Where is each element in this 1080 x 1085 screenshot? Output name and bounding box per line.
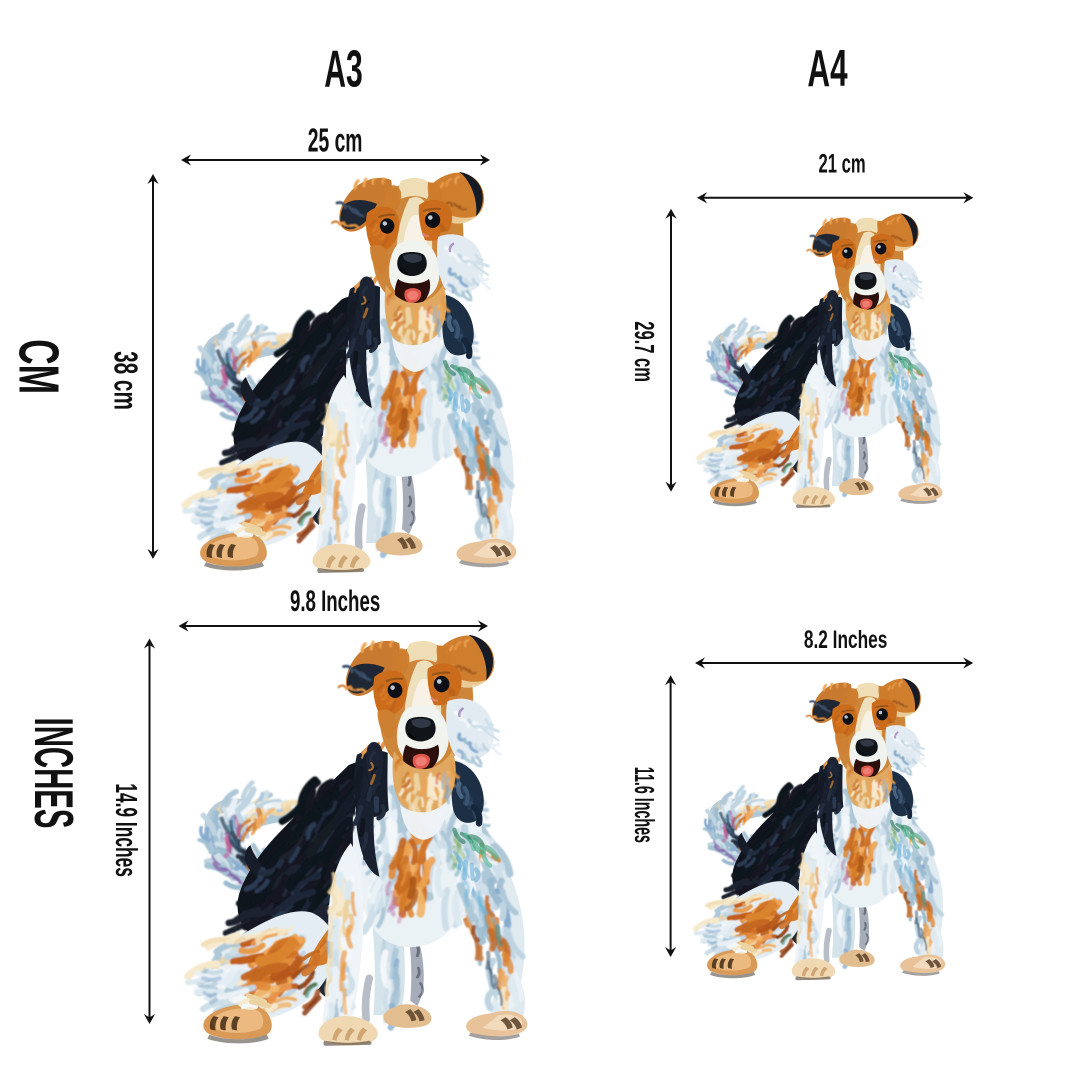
svg-text:8.2 Inches: 8.2 Inches <box>804 626 887 654</box>
svg-text:11.6 Inches: 11.6 Inches <box>629 767 660 843</box>
svg-text:9.8 Inches: 9.8 Inches <box>290 585 380 619</box>
svg-text:21 cm: 21 cm <box>819 149 866 179</box>
svg-text:A4: A4 <box>807 40 847 98</box>
svg-text:CM: CM <box>6 339 70 394</box>
svg-text:14.9 Inches: 14.9 Inches <box>109 783 144 877</box>
svg-text:29.7 cm: 29.7 cm <box>629 321 661 382</box>
svg-text:38 cm: 38 cm <box>107 351 144 410</box>
svg-text:A3: A3 <box>324 40 363 97</box>
svg-text:INCHES: INCHES <box>23 718 84 829</box>
svg-text:25 cm: 25 cm <box>308 122 363 159</box>
